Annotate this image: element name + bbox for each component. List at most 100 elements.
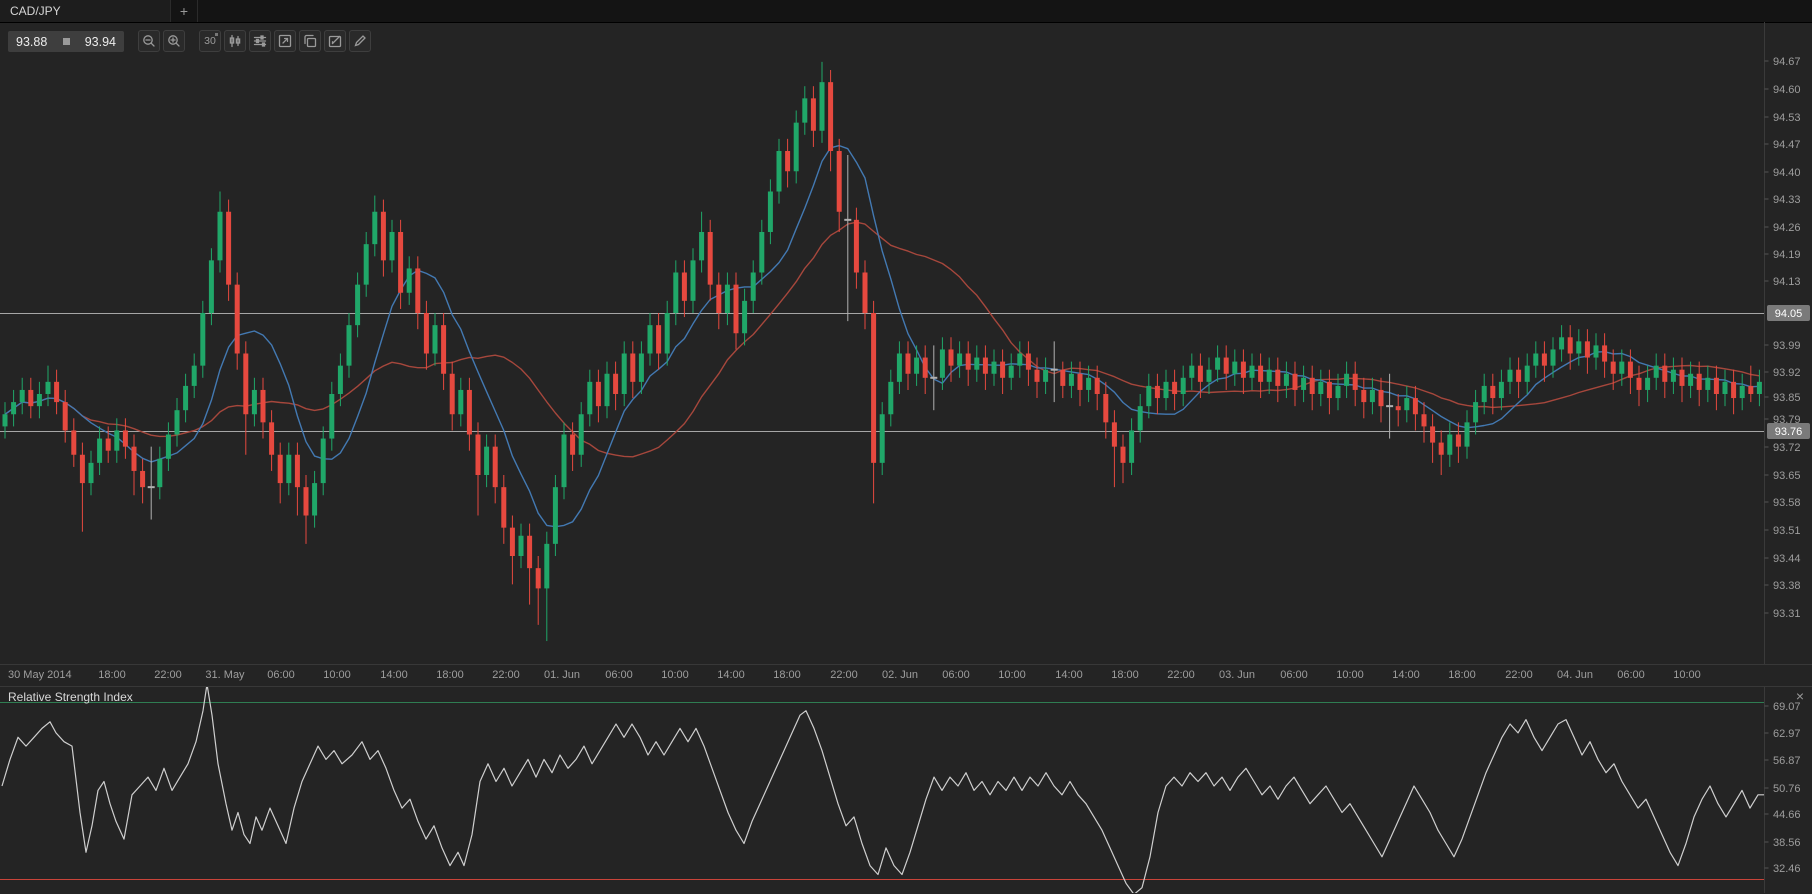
candle-body bbox=[1120, 446, 1126, 463]
candlestick-chart[interactable]: 94.67 94.60 94.53 94.47 94.40 94.33 94.26 94.19… bbox=[0, 22, 1812, 664]
candle-body bbox=[501, 487, 507, 528]
rsi-panel-title: Relative Strength Index bbox=[8, 690, 133, 704]
time-axis-label: 22:00 bbox=[830, 669, 858, 681]
candle-body bbox=[793, 122, 799, 172]
copy-chart-button[interactable] bbox=[299, 30, 321, 52]
candle-doji-body bbox=[930, 376, 938, 379]
candle-body bbox=[398, 232, 404, 293]
candle-body bbox=[1576, 341, 1582, 354]
candle-body bbox=[527, 535, 533, 569]
candle-body bbox=[208, 260, 214, 313]
ask-price: 93.94 bbox=[84, 34, 116, 49]
candle-body bbox=[1283, 373, 1289, 386]
candle-body bbox=[174, 410, 180, 435]
candle-body bbox=[277, 454, 283, 484]
rsi-line bbox=[1, 687, 1764, 893]
price-axis-label: 93.65 bbox=[1773, 470, 1801, 482]
candle-body bbox=[1404, 398, 1410, 411]
rsi-close-button[interactable]: × bbox=[1795, 688, 1804, 704]
candle-body bbox=[1541, 353, 1547, 366]
edit-chart-icon bbox=[328, 35, 342, 48]
candle-body bbox=[1593, 345, 1599, 358]
expand-chart-button[interactable] bbox=[274, 30, 296, 52]
candle-body bbox=[1490, 385, 1496, 399]
candle-body bbox=[234, 284, 240, 354]
candle-body bbox=[1481, 385, 1487, 403]
candle-body bbox=[828, 82, 834, 151]
candle-body bbox=[1756, 381, 1762, 394]
price-axis-label: 93.99 bbox=[1773, 340, 1801, 352]
candle-body bbox=[1369, 389, 1375, 403]
candle-body bbox=[1344, 373, 1350, 386]
price-axis-label: 93.44 bbox=[1773, 553, 1801, 565]
rsi-axis-label: 32.46 bbox=[1773, 863, 1801, 875]
timeframe-button[interactable]: 30 bbox=[199, 30, 221, 52]
candle-body bbox=[389, 232, 395, 261]
candle-body bbox=[1610, 361, 1616, 374]
zoom-out-button[interactable] bbox=[138, 30, 160, 52]
candle-body bbox=[1034, 369, 1040, 382]
candle-body bbox=[1559, 337, 1565, 350]
draw-button[interactable] bbox=[349, 30, 371, 52]
candle-body bbox=[1008, 365, 1014, 378]
candle-body bbox=[217, 211, 223, 261]
candle-body bbox=[484, 446, 490, 475]
candle-body bbox=[853, 219, 859, 273]
candle-body bbox=[888, 381, 894, 415]
candle-body bbox=[1696, 373, 1702, 390]
time-axis-label: 06:00 bbox=[1280, 669, 1308, 681]
candle-doji-body bbox=[147, 486, 155, 489]
candle-body bbox=[544, 543, 550, 589]
candle-body bbox=[28, 389, 34, 407]
chart-type-candles-icon bbox=[229, 34, 241, 48]
candle-body bbox=[1688, 373, 1694, 386]
draw-pencil-icon bbox=[354, 35, 366, 47]
candle-body bbox=[570, 434, 576, 455]
candle-body bbox=[699, 232, 705, 261]
spread-indicator-icon bbox=[62, 38, 70, 45]
new-tab-button[interactable]: + bbox=[171, 0, 198, 22]
time-axis-label: 10:00 bbox=[323, 669, 351, 681]
candle-body bbox=[1464, 422, 1470, 447]
price-axis-label: 94.40 bbox=[1773, 167, 1801, 179]
candle-body bbox=[1043, 369, 1049, 382]
candle-body bbox=[226, 211, 232, 285]
price-axis-label: 93.85 bbox=[1773, 392, 1801, 404]
candle-body bbox=[97, 438, 103, 463]
candle-body bbox=[1567, 337, 1573, 354]
edit-chart-button[interactable] bbox=[324, 30, 346, 52]
indicators-button[interactable] bbox=[249, 30, 271, 52]
tab-cadjpy[interactable]: CAD/JPY bbox=[0, 0, 171, 22]
rsi-chart[interactable]: 69.07 62.97 56.87 50.76 44.66 38.56 32.46 bbox=[0, 687, 1812, 893]
candle-body bbox=[114, 430, 120, 451]
time-axis-label: 14:00 bbox=[1392, 669, 1420, 681]
candle-body bbox=[957, 353, 963, 366]
candle-body bbox=[1498, 381, 1504, 399]
bid-price: 93.88 bbox=[16, 34, 48, 49]
candle-body bbox=[441, 325, 447, 374]
candle-body bbox=[423, 313, 429, 354]
candle-body bbox=[707, 232, 713, 285]
candle-body bbox=[1232, 361, 1238, 374]
candle-body bbox=[1086, 377, 1092, 390]
candle-body bbox=[871, 313, 877, 463]
candle-body bbox=[36, 394, 42, 407]
candle-body bbox=[1473, 402, 1479, 423]
candle-body bbox=[1412, 398, 1418, 415]
rsi-axis-label: 69.07 bbox=[1773, 701, 1801, 713]
candle-body bbox=[1602, 345, 1608, 362]
candle-body bbox=[1292, 373, 1298, 390]
candle-body bbox=[1645, 377, 1651, 390]
candle-body bbox=[862, 272, 868, 313]
price-axis-label: 94.13 bbox=[1773, 276, 1801, 288]
candle-body bbox=[836, 151, 842, 212]
time-axis[interactable]: 30 May 2014 18:00 22:00 31. May 06:00 10:00 14… bbox=[0, 664, 1812, 686]
zoom-in-button[interactable] bbox=[163, 30, 185, 52]
candle-body bbox=[1301, 377, 1307, 390]
candle-body bbox=[673, 272, 679, 313]
price-axis-label: 93.58 bbox=[1773, 497, 1801, 509]
chart-type-button[interactable] bbox=[224, 30, 246, 52]
candle-body bbox=[1627, 361, 1633, 378]
candle-body bbox=[1421, 414, 1427, 427]
candle-body bbox=[1352, 373, 1358, 390]
